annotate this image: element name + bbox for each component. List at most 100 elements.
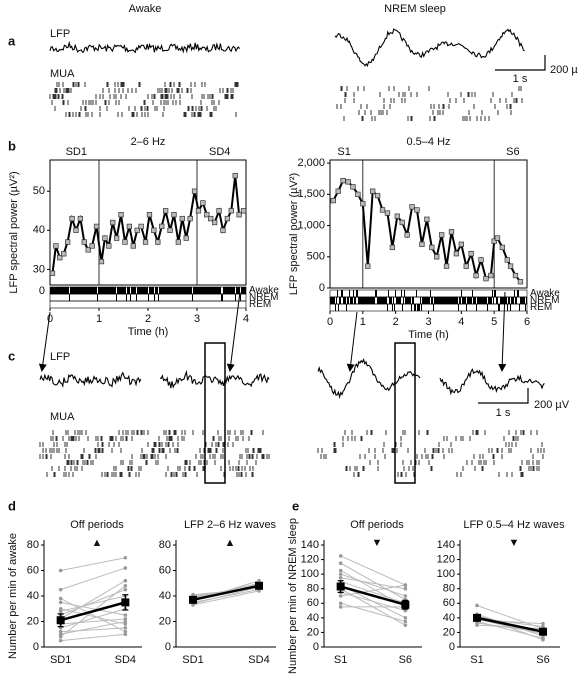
subject-line (192, 590, 260, 606)
data-point (61, 251, 67, 257)
data-point (113, 235, 120, 241)
subject-point (123, 622, 128, 626)
x-tick-label: 3 (194, 313, 200, 325)
data-point (443, 263, 450, 269)
subject-line (192, 589, 260, 603)
data-point (220, 227, 226, 233)
trace-label: MUA (50, 411, 75, 423)
x-tick-label: SD1 (182, 654, 203, 666)
subject-point (123, 626, 128, 630)
x-tick-label: S1 (334, 654, 347, 666)
panel-label: d (8, 498, 16, 513)
data-point (142, 239, 149, 245)
column-title: NREM sleep (384, 3, 446, 15)
subject-point (338, 601, 343, 606)
data-point (187, 215, 193, 222)
highlight-boxes (204, 342, 416, 484)
scale-label: 1 s (513, 73, 528, 85)
data-point (340, 177, 346, 184)
x-tick-label: 4 (458, 316, 464, 328)
subject-point (123, 632, 128, 637)
y-tick-label: 0 (165, 641, 171, 653)
column-title: Awake (129, 3, 162, 15)
subject-line (60, 567, 126, 591)
chart-title: 2–6 Hz (131, 136, 166, 148)
data-point (98, 258, 105, 265)
subject-point (58, 606, 63, 611)
hypnogram-label: NREM (530, 295, 559, 306)
annotation: ▼ (372, 537, 383, 549)
subject-point (58, 600, 63, 605)
mean-line (192, 584, 260, 602)
y-tick-label: 0 (319, 282, 325, 294)
x-tick-label: 5 (491, 316, 497, 328)
subject-point (58, 609, 63, 614)
x-tick-label: 3 (425, 316, 431, 328)
x-tick-label: S6 (536, 654, 549, 666)
trace-label: LFP (50, 28, 70, 40)
y-axis-label: LFP spectral power (µV²) (8, 171, 20, 293)
mean-point (189, 595, 197, 604)
data-point (512, 272, 519, 279)
mean-line (340, 585, 406, 606)
data-point (130, 243, 136, 249)
data-point (89, 243, 95, 249)
subject-point (338, 605, 343, 609)
chart-title: Off periods (350, 519, 404, 531)
period-label: SD1 (66, 146, 87, 158)
subject-point (58, 632, 63, 637)
y-tick-label: 140 (437, 539, 455, 551)
x-tick-label: 6 (524, 316, 530, 328)
subject-line (340, 580, 406, 604)
subject-line (60, 557, 126, 571)
subject-line (340, 573, 406, 597)
data-point (379, 207, 386, 213)
data-point (453, 251, 460, 257)
trace-label: LFP (50, 351, 70, 363)
x-tick-label: SD4 (248, 654, 269, 666)
hypnogram-label: REM (530, 302, 552, 313)
x-tick-label: SD4 (115, 654, 136, 666)
period-label: SD4 (209, 146, 230, 158)
x-tick-label: 2 (145, 313, 151, 325)
y-tick-label: 100 (301, 568, 319, 580)
data-point (146, 212, 153, 218)
arrows (38, 291, 507, 372)
data-point (171, 212, 177, 218)
y-tick-label: 40 (443, 612, 455, 624)
data-line (332, 179, 522, 283)
data-point (424, 216, 430, 222)
y-tick-label: 80 (27, 539, 39, 551)
y-tick-label: 40 (159, 590, 171, 602)
x-tick-label: 1 (96, 313, 102, 325)
data-point (507, 263, 514, 269)
y-tick-label: 50 (33, 185, 45, 197)
subject-point (338, 572, 343, 576)
data-point (414, 207, 420, 213)
hypnogram-row (329, 303, 528, 312)
lfp-trace (439, 368, 545, 396)
data-point (138, 223, 144, 230)
mua-raster (336, 86, 523, 121)
data-point (389, 244, 396, 251)
mean-point (539, 627, 547, 636)
data-point (126, 223, 133, 230)
subject-point (123, 629, 128, 634)
x-tick-label: 4 (243, 313, 249, 325)
data-point (64, 239, 71, 245)
x-tick-label: S6 (399, 654, 412, 666)
highlight-box (394, 342, 416, 484)
y-tick-label: 60 (443, 597, 455, 609)
highlight-box (204, 342, 226, 484)
data-point (183, 235, 189, 241)
arrow (226, 291, 241, 372)
subject-point (58, 638, 63, 643)
y-tick-label: 80 (443, 583, 455, 595)
mean-line (60, 601, 126, 622)
data-point (240, 208, 247, 214)
y-axis-label: Number per min of awake (7, 533, 19, 659)
subject-line (340, 584, 406, 597)
data-point (200, 200, 206, 206)
subject-point (58, 568, 63, 573)
y-tick-label: 20 (443, 626, 455, 638)
